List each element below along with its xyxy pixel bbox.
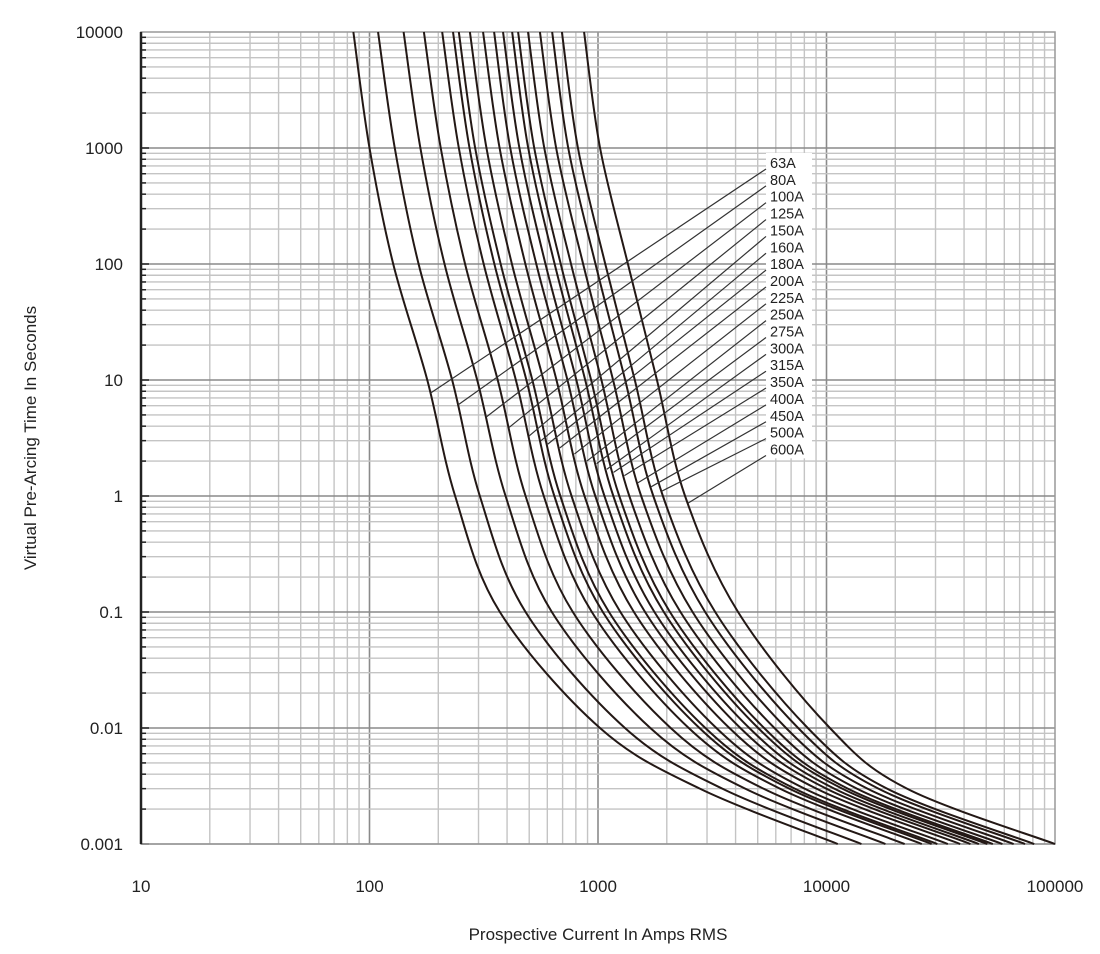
curve-63A (352, 31, 839, 845)
x-tick-label: 10 (132, 877, 151, 896)
leader-line (624, 387, 767, 477)
curve-350A (527, 31, 1003, 845)
curve-180A (457, 31, 938, 845)
curve-80A (377, 31, 862, 845)
curve-275A (502, 31, 980, 845)
curve-450A (551, 31, 1026, 845)
leader-line (606, 353, 767, 470)
label-leaders (430, 168, 767, 504)
curve-label: 400A (770, 392, 804, 408)
leader-line (574, 303, 767, 455)
curve-label: 225A (770, 291, 804, 307)
y-tick-label: 10 (104, 371, 123, 390)
leader-line (547, 269, 767, 445)
curve-label: 350A (770, 375, 804, 391)
curve-label: 300A (770, 341, 804, 357)
curve-400A (538, 31, 1015, 845)
y-axis-title: Virtual Pre-Arcing Time In Seconds (21, 306, 40, 570)
y-tick-label: 1000 (85, 139, 123, 158)
x-axis-title: Prospective Current In Amps RMS (469, 925, 728, 944)
y-tick-label: 100 (95, 255, 123, 274)
leader-line (637, 404, 767, 484)
leader-line (650, 421, 767, 488)
y-tick-label: 0.001 (80, 835, 123, 854)
leader-line (540, 252, 767, 442)
leader-line (559, 286, 767, 449)
leader-line (457, 185, 767, 406)
curve-125A (422, 31, 906, 845)
curve-label: 200A (770, 274, 804, 290)
curve-label: 63A (770, 156, 796, 172)
curve-label: 180A (770, 257, 804, 273)
curve-160A (452, 31, 932, 845)
y-tick-label: 10000 (76, 23, 123, 42)
curve-600A (583, 31, 1056, 845)
curve-label: 315A (770, 358, 804, 374)
x-tick-label: 10000 (803, 877, 850, 896)
leader-line (596, 337, 767, 465)
curve-315A (517, 31, 994, 845)
axis-ticks: 10 100 1000 10000 100000 10000 1000 100 10 1 0.1 0.… (76, 23, 1084, 896)
leader-line (586, 320, 767, 462)
leader-line (613, 370, 767, 473)
leader-line (485, 202, 767, 418)
curve-label: 275A (770, 325, 804, 341)
curve-label: 600A (770, 442, 804, 458)
curves (352, 31, 1056, 845)
leader-line (661, 438, 767, 492)
x-tick-label: 100000 (1027, 877, 1084, 896)
x-tick-label: 100 (355, 877, 383, 896)
x-tick-label: 1000 (579, 877, 617, 896)
curve-200A (468, 31, 949, 845)
curve-label: 160A (770, 240, 804, 256)
y-tick-label: 1 (114, 487, 123, 506)
curve-label: 500A (770, 426, 804, 442)
leader-line (508, 219, 767, 428)
curve-300A (511, 31, 988, 845)
curve-label: 125A (770, 207, 804, 223)
curve-500A (560, 31, 1035, 845)
curve-100A (402, 31, 886, 845)
curve-labels: 63A80A100A125A150A160A180A200A225A250A27… (770, 156, 804, 458)
curve-label: 80A (770, 173, 796, 189)
y-tick-label: 0.1 (99, 603, 123, 622)
curve-label: 450A (770, 409, 804, 425)
curve-label: 100A (770, 190, 804, 206)
legend-background (766, 153, 812, 459)
leader-line (687, 454, 767, 504)
curve-label: 150A (770, 223, 804, 239)
leader-line (528, 235, 767, 437)
curve-label: 250A (770, 308, 804, 324)
y-tick-label: 0.01 (90, 719, 123, 738)
curve-225A (482, 31, 961, 845)
leader-line (430, 168, 767, 394)
curve-150A (441, 31, 923, 845)
curve-250A (493, 31, 971, 845)
